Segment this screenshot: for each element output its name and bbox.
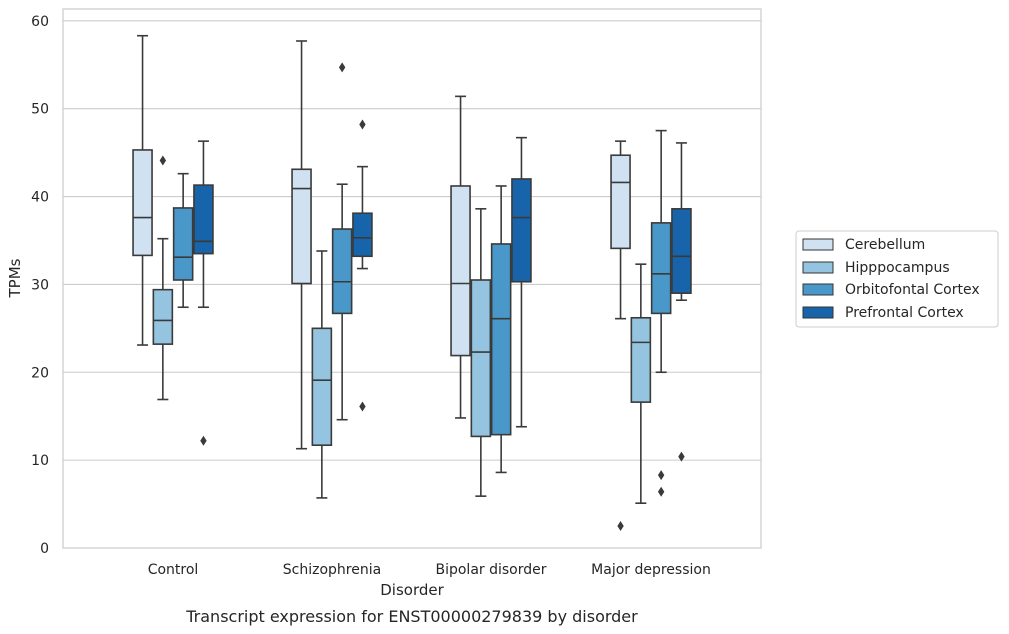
legend-swatch-prefrontal-cortex [802,306,834,319]
outlier-point [657,486,665,497]
legend-item-prefrontal-cortex: Prefrontal Cortex [802,305,964,321]
plot-area-frame [62,8,762,549]
box-iqr [650,222,672,315]
box-schizophrenia-prefrontal-cortex [352,119,373,412]
box-iqr [152,288,174,345]
outlier-point [200,435,207,446]
legend-label-cerebellum: Cerebellum [845,237,925,253]
box-bipolar-disorder-cerebellum [450,95,471,419]
legend-label-hippocampus: Hipppocampus [845,260,950,276]
legend-swatch-hippocampus [802,261,834,274]
box-iqr [671,208,692,294]
box-iqr [610,154,631,250]
box-control-prefrontal-cortex [193,140,214,446]
box-iqr [172,207,194,281]
box-control-orbitofontal-cortex [172,172,194,309]
legend: Cerebellum Hipppocampus Orbitofontal Cor… [795,230,999,328]
x-axis-ticks: Control Schizophrenia Bipolar disorder Majo… [148,562,711,578]
legend-item-hippocampus: Hipppocampus [802,260,950,276]
box-iqr [511,178,532,283]
box-major-depression-orbitofontal-cortex [650,129,672,497]
box-iqr [450,185,471,357]
outlier-point [678,451,685,462]
box-major-depression-hipppocampus [630,263,652,504]
outlier-point [338,62,346,73]
legend-swatch-orbitofontal-cortex [802,283,834,296]
outlier-point [159,155,167,166]
outlier-point [359,119,366,130]
legend-item-orbitofontal-cortex: Orbitofontal Cortex [802,282,980,298]
y-tick-label-0: 0 [40,541,49,557]
box-iqr [132,149,153,257]
x-tick-label-major-depression: Major depression [591,562,711,578]
box-iqr [352,212,373,258]
y-tick-label-10: 10 [31,453,49,469]
x-tick-label-bipolar-disorder: Bipolar disorder [435,562,546,578]
box-control-hipppocampus [152,155,174,401]
box-iqr [291,168,312,285]
y-axis-ticks: 0 10 20 30 40 50 60 [31,14,49,557]
legend-label-prefrontal-cortex: Prefrontal Cortex [845,305,964,321]
box-control-cerebellum [132,34,153,346]
box-schizophrenia-hipppocampus [311,250,333,499]
boxes-layer [132,34,692,532]
y-axis-title: TPMs [6,258,24,298]
legend-swatch-cerebellum [802,238,834,251]
outlier-point [617,521,624,532]
x-tick-label-schizophrenia: Schizophrenia [283,562,381,578]
box-iqr [470,279,492,438]
box-schizophrenia-cerebellum [291,40,312,450]
box-schizophrenia-orbitofontal-cortex [331,62,353,421]
box-iqr [490,243,512,436]
chart-caption: Transcript expression for ENST0000027983… [185,607,638,626]
y-tick-label-50: 50 [31,102,49,118]
box-iqr [331,228,353,315]
y-tick-label-20: 20 [31,365,49,381]
box-iqr [193,184,214,255]
x-tick-label-control: Control [148,562,199,578]
outlier-point [359,401,366,412]
legend-label-orbitofontal-cortex: Orbitofontal Cortex [845,282,980,298]
x-axis-title: Disorder [380,581,444,599]
gridlines [63,20,761,461]
box-iqr [630,316,652,403]
box-iqr [311,327,333,446]
box-major-depression-cerebellum [610,140,631,532]
legend-item-cerebellum: Cerebellum [802,237,925,253]
box-bipolar-disorder-orbitofontal-cortex [490,185,512,474]
box-major-depression-prefrontal-cortex [671,142,692,462]
box-bipolar-disorder-prefrontal-cortex [511,136,532,428]
box-bipolar-disorder-hipppocampus [470,208,492,497]
y-tick-label-40: 40 [31,190,49,206]
y-tick-label-30: 30 [31,277,49,293]
legend-frame [795,230,999,328]
outlier-point [657,470,665,481]
y-tick-label-60: 60 [31,14,49,30]
